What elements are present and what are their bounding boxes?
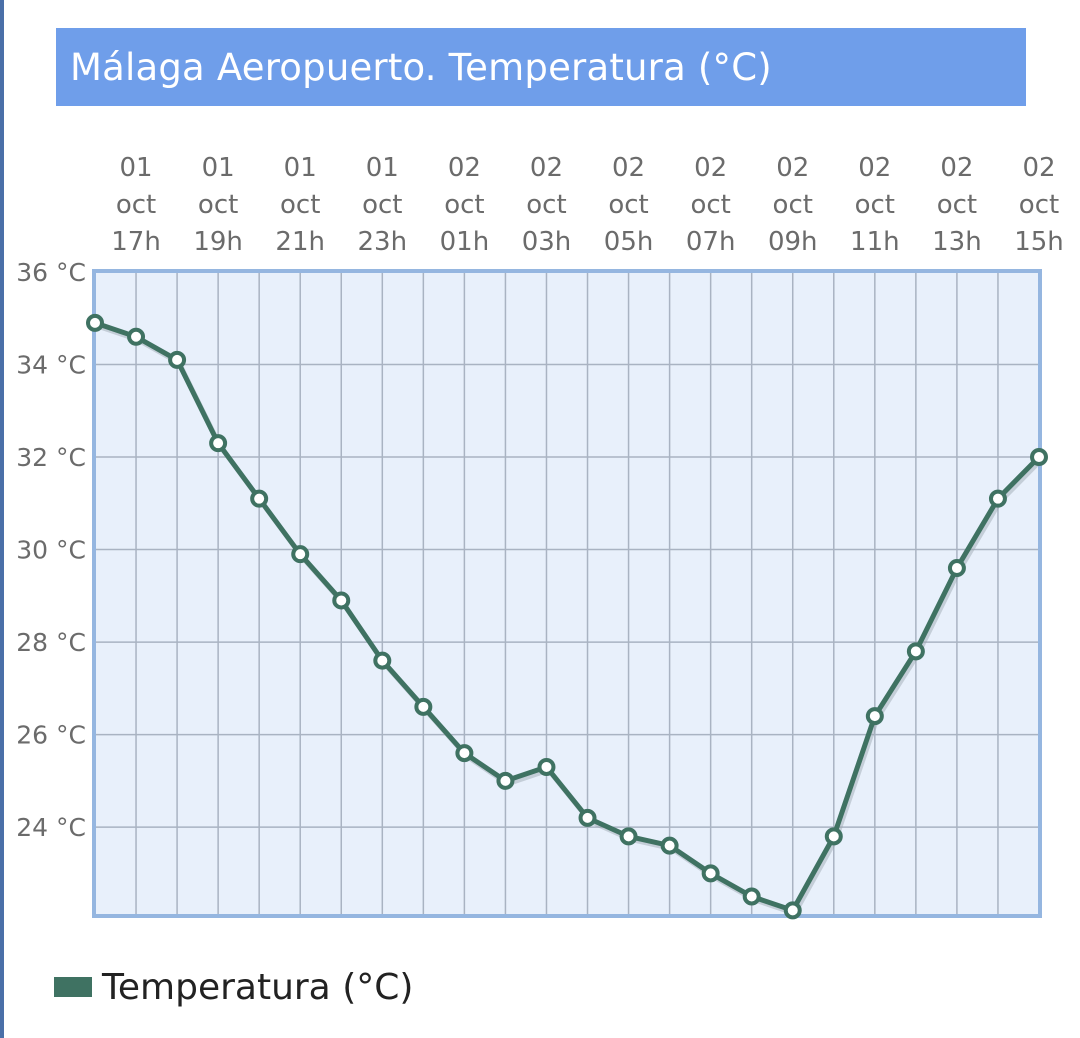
data-point[interactable] [824,827,843,846]
x-tick-label: 02 oct 15h [1014,153,1064,257]
x-tick-label: 02 oct 13h [932,153,982,257]
data-point[interactable] [619,827,638,846]
series-temperatura [86,313,1048,920]
x-tick-label: 02 oct 05h [604,153,654,257]
data-point[interactable] [578,808,597,827]
data-point[interactable] [496,771,515,790]
x-tick-label: 02 oct 09h [768,153,818,257]
x-tick-label: 02 oct 01h [440,153,490,257]
data-point[interactable] [250,489,269,508]
x-tick-label: 01 oct 19h [193,153,243,257]
legend-swatch [54,977,92,997]
data-point[interactable] [455,744,474,763]
data-point[interactable] [332,591,351,610]
data-point[interactable] [86,313,104,332]
data-point[interactable] [127,327,146,346]
grid-lines [95,272,1039,915]
x-tick-label: 02 oct 11h [850,153,900,257]
data-point[interactable] [373,651,392,670]
x-tick-label: 01 oct 23h [358,153,408,257]
x-tick-label: 01 oct 17h [111,153,161,257]
x-tick-label: 02 oct 07h [686,153,736,257]
data-point[interactable] [742,887,761,906]
window-left-edge [0,0,4,1038]
chart-title: Málaga Aeropuerto. Temperatura (°C) [70,45,772,89]
series-line [94,320,1041,913]
chart-title-bar: Málaga Aeropuerto. Temperatura (°C) [56,28,1026,106]
plot-area [95,272,1039,915]
x-tick-label: 01 oct 21h [275,153,325,257]
y-tick-label: 30 °C [16,536,86,565]
data-point[interactable] [168,350,187,369]
data-point[interactable] [291,545,310,564]
legend-label: Temperatura (°C) [102,966,414,1008]
y-axis-ticks: 36 °C 34 °C 32 °C 30 °C 28 °C 26 °C 24 °C [16,258,86,842]
y-tick-label: 28 °C [16,628,86,657]
data-point[interactable] [988,489,1007,508]
y-tick-label: 34 °C [16,351,86,380]
data-point[interactable] [783,901,802,920]
legend: Temperatura (°C) [54,962,413,1012]
y-tick-label: 26 °C [16,721,86,750]
data-point[interactable] [537,757,556,776]
data-point[interactable] [947,559,966,578]
data-point[interactable] [414,697,433,716]
plot-border [92,269,1042,918]
y-tick-label: 36 °C [16,258,86,287]
x-axis-ticks: 01 oct 17h 01 oct 19h 01 oct 21h 01 oct 23h 02 oct 01h… [111,153,1064,257]
y-tick-label: 32 °C [16,443,86,472]
data-point[interactable] [1030,448,1048,467]
data-point[interactable] [209,434,228,453]
y-tick-label: 24 °C [16,813,86,842]
data-point[interactable] [865,707,884,726]
data-point[interactable] [906,642,925,661]
x-tick-label: 02 oct 03h [522,153,572,257]
data-point[interactable] [660,836,679,855]
data-point[interactable] [701,864,720,883]
